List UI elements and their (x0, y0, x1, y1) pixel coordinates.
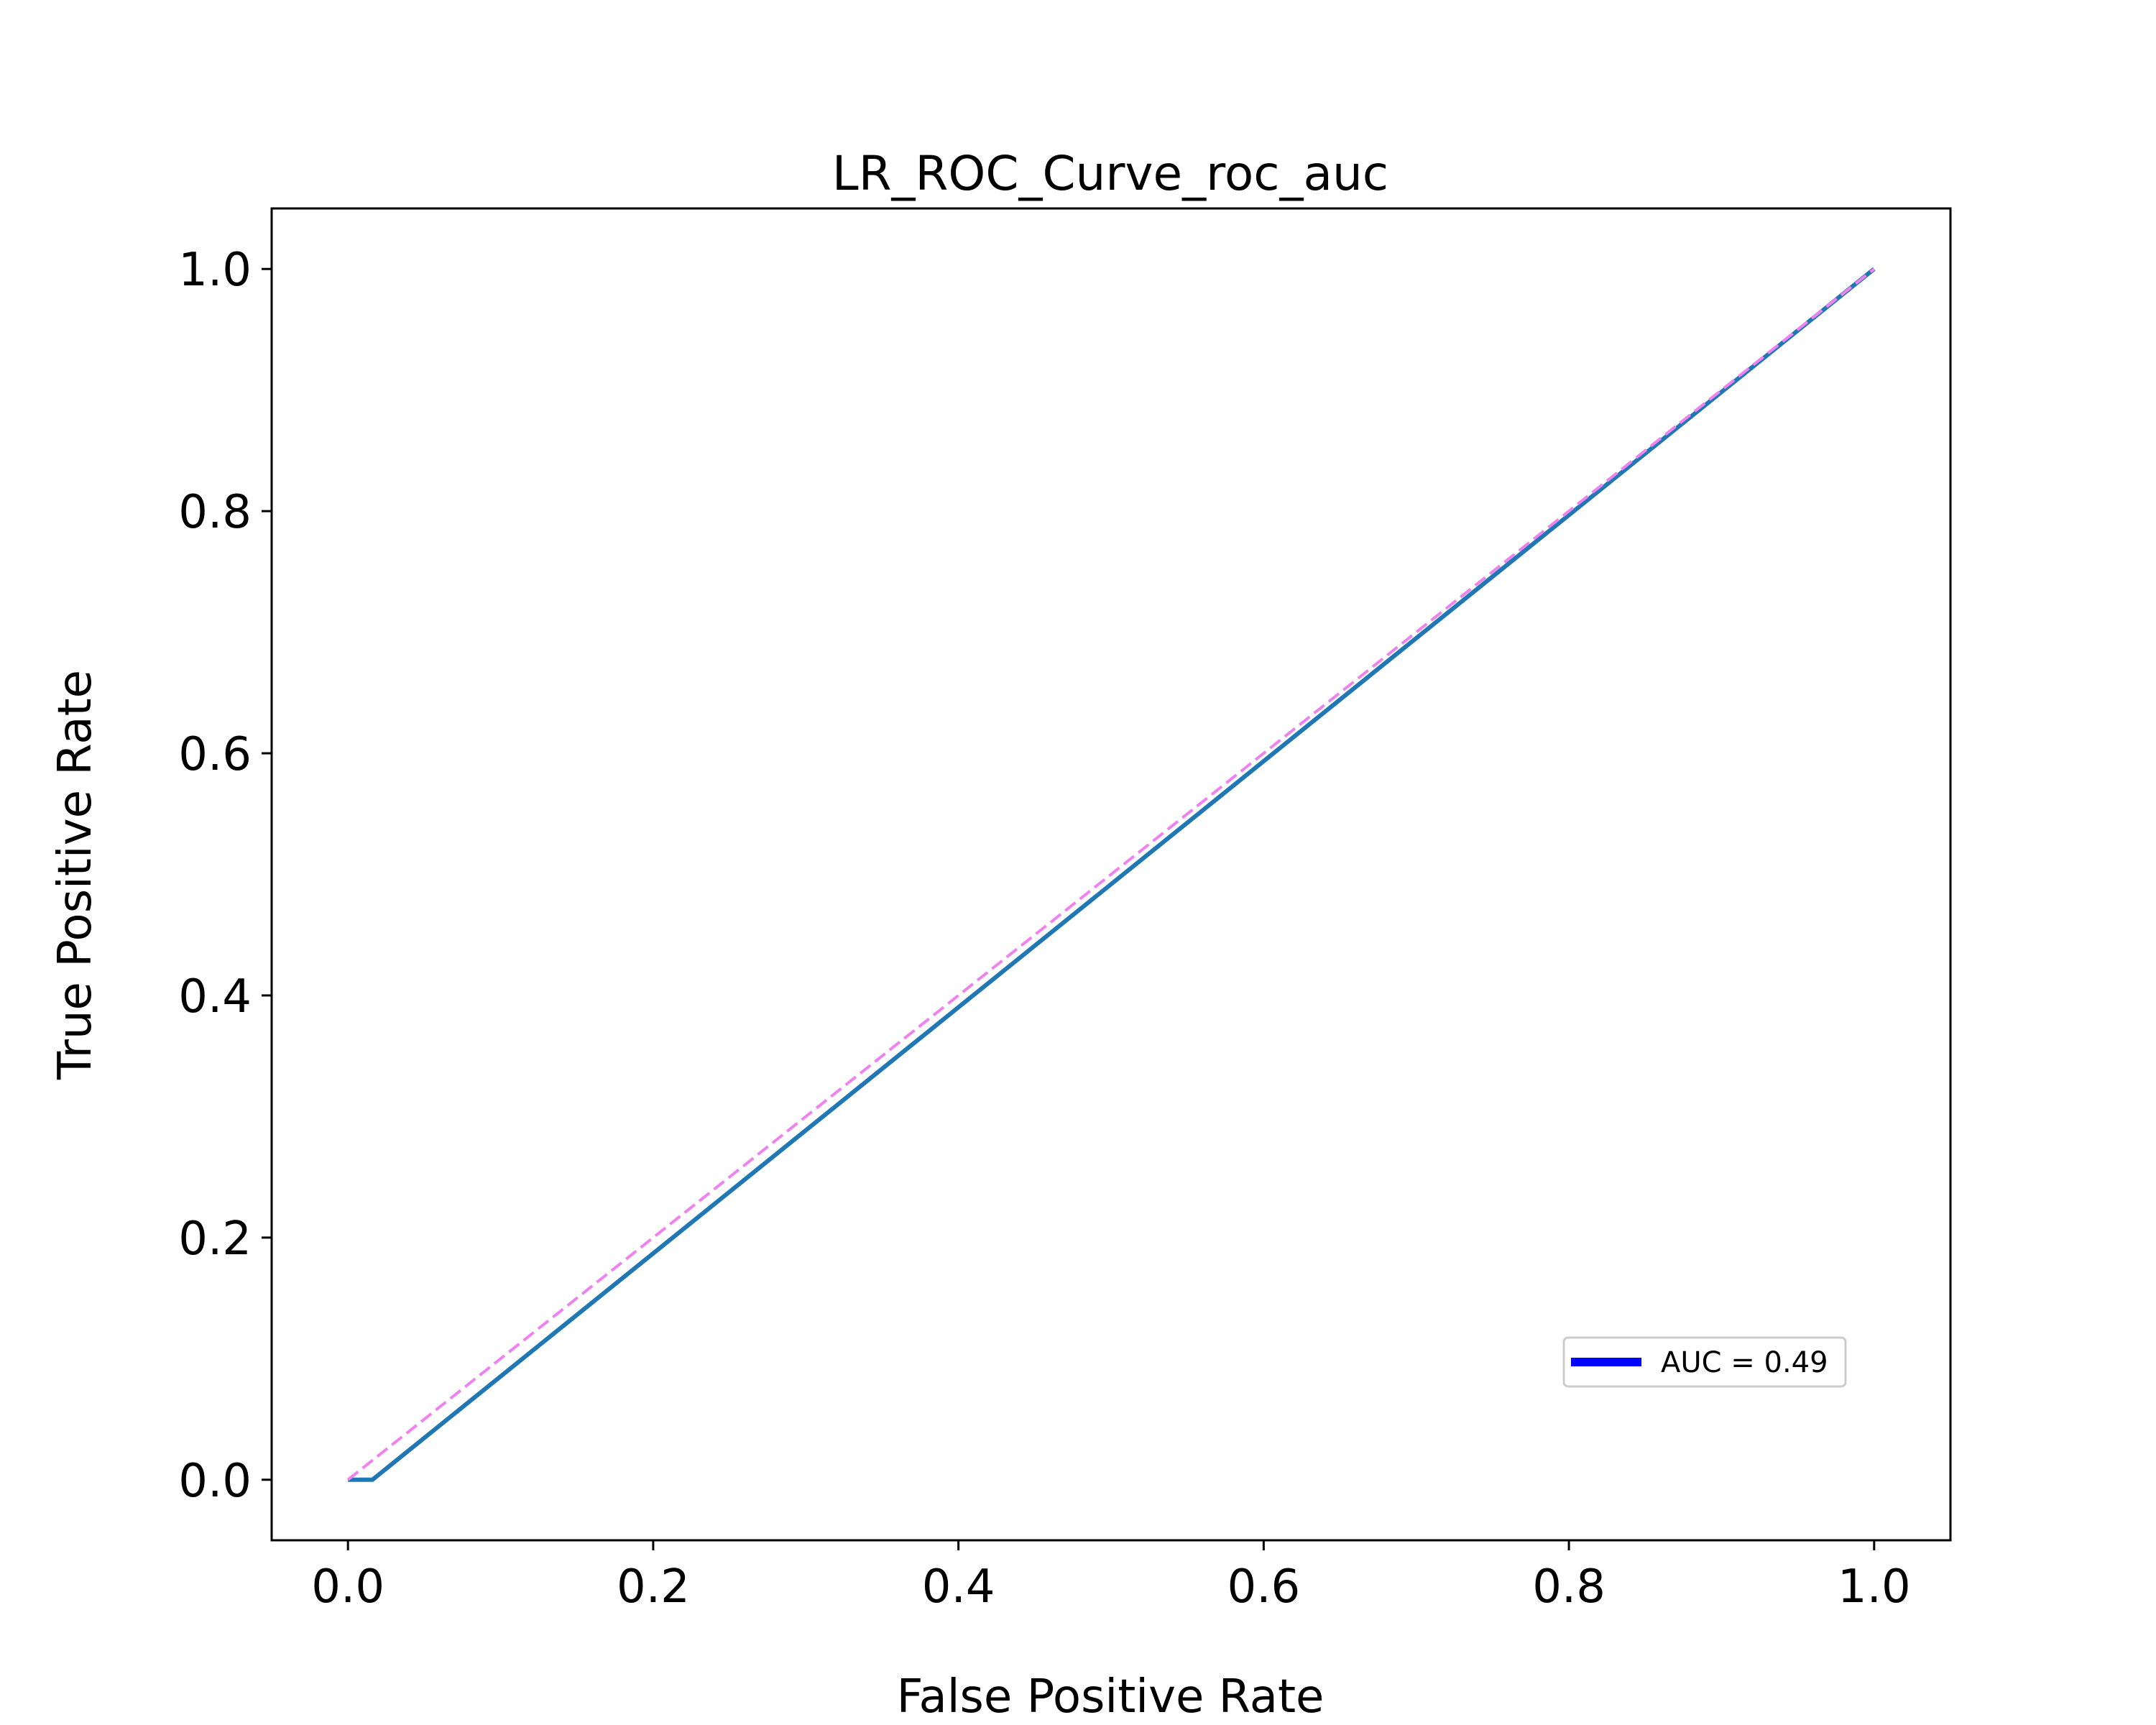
y-tick-label: 0.2 (178, 1213, 252, 1266)
y-tick-label: 0.6 (178, 728, 252, 781)
axis-ticks: 0.0 0.2 0.4 0.6 0.8 1.0 0.0 0.2 0.4 0.6 0.8 1.0 (178, 244, 1910, 1614)
reference-diagonal-line (346, 267, 1876, 1481)
y-axis-label: True Positive Rate (49, 670, 102, 1080)
x-tick-label: 0.0 (311, 1560, 384, 1614)
x-tick-label: 0.4 (922, 1560, 995, 1614)
axes-frame (270, 207, 1952, 1542)
plot-area (346, 267, 1876, 1482)
y-tick-label: 0.4 (178, 970, 252, 1024)
x-tick-label: 1.0 (1838, 1560, 1911, 1614)
x-axis-label: False Positive Rate (897, 1670, 1325, 1724)
legend-label: AUC = 0.49 (1661, 1346, 1828, 1379)
y-tick-label: 0.0 (178, 1455, 252, 1508)
legend-box (1562, 1336, 1847, 1388)
y-tick-label: 1.0 (178, 244, 252, 297)
roc-curve-line (348, 267, 1876, 1482)
x-tick-label: 0.6 (1227, 1560, 1300, 1614)
x-tick-label: 0.2 (617, 1560, 690, 1614)
y-tick-label: 0.8 (178, 486, 252, 539)
legend: AUC = 0.49 (1562, 1336, 1847, 1388)
chart-title: LR_ROC_Curve_roc_auc (832, 146, 1388, 201)
x-tick-label: 0.8 (1532, 1560, 1606, 1614)
